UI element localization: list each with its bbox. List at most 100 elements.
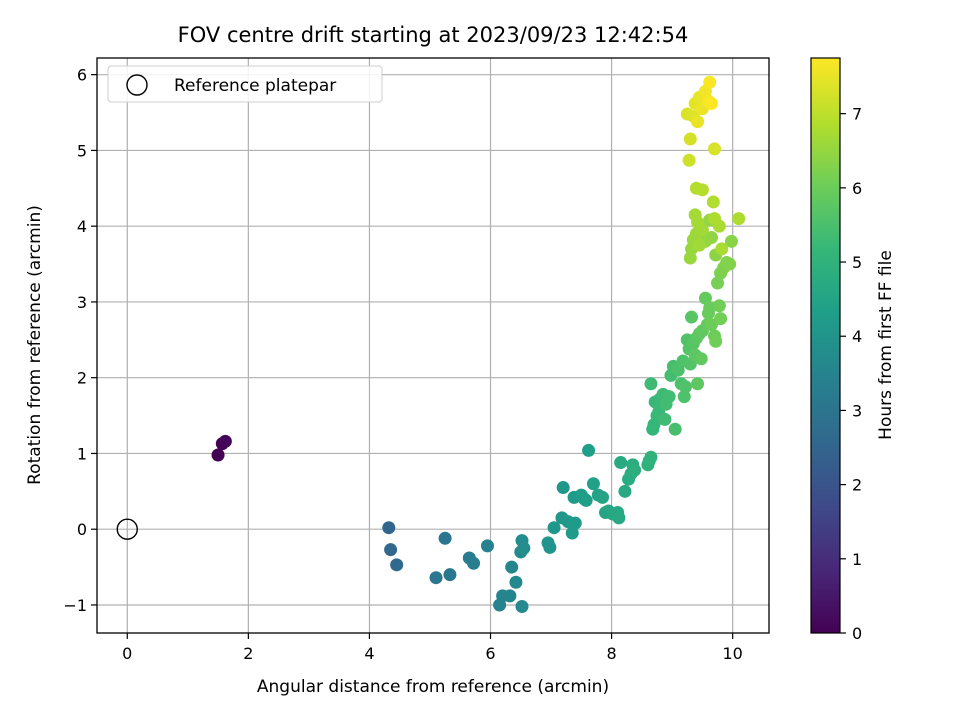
data-point: [596, 490, 610, 504]
data-point: [515, 599, 529, 613]
data-point: [698, 291, 712, 305]
data-point: [438, 531, 452, 545]
data-point: [712, 299, 726, 313]
y-tick-label: 1: [77, 444, 87, 463]
data-point: [429, 571, 443, 585]
data-point: [668, 422, 682, 436]
data-points: [211, 75, 746, 613]
data-point: [628, 463, 642, 477]
x-tick-label: 0: [122, 644, 132, 663]
y-tick-label: 5: [77, 141, 87, 160]
colorbar-tick-label: 7: [852, 105, 862, 124]
data-point: [568, 516, 582, 530]
x-tick-label: 2: [243, 644, 253, 663]
data-point: [691, 215, 705, 229]
data-point: [658, 412, 672, 426]
colorbar-tick-label: 2: [852, 476, 862, 495]
plot-frame: [96, 57, 770, 634]
y-tick-label: 0: [77, 520, 87, 539]
data-point: [723, 257, 737, 271]
colorbar-ticks: 0 1 2 3 4 5 6 7: [840, 105, 862, 643]
colorbar-tick-label: 0: [852, 624, 862, 643]
chart-title: FOV centre drift starting at 2023/09/23 …: [178, 23, 689, 47]
data-point: [443, 568, 457, 582]
data-point: [480, 539, 494, 553]
colorbar-frame: [810, 57, 841, 634]
data-point: [695, 183, 709, 197]
data-point: [505, 560, 519, 574]
data-point: [708, 142, 722, 156]
colorbar-gradient: [811, 58, 840, 633]
legend-marker-open-circle: [126, 74, 148, 96]
data-point: [685, 310, 699, 324]
data-point: [682, 153, 696, 167]
colorbar-tick-label: 6: [852, 179, 862, 198]
data-point: [467, 556, 481, 570]
colorbar-tick-label: 4: [852, 327, 862, 346]
x-tick-label: 6: [485, 644, 495, 663]
data-point: [692, 238, 706, 252]
data-point: [565, 526, 579, 540]
colorbar-label: Hours from first FF file: [876, 250, 896, 440]
colorbar: 0 1 2 3 4 5 6 7 Hours from first FF file: [810, 57, 896, 643]
data-point: [644, 450, 658, 464]
data-point: [579, 493, 593, 507]
data-point: [503, 589, 517, 603]
data-point: [683, 132, 697, 146]
data-point: [547, 521, 561, 535]
data-point: [678, 380, 692, 394]
data-point: [618, 484, 632, 498]
grid-lines: [97, 58, 769, 633]
data-point: [709, 334, 723, 348]
data-point: [691, 377, 705, 391]
legend-entry-reference-platepar: Reference platepar: [174, 76, 336, 96]
data-point: [614, 456, 628, 470]
y-tick-label: 4: [77, 217, 87, 236]
data-point: [694, 352, 708, 366]
data-point: [708, 212, 722, 226]
data-point: [612, 511, 626, 525]
data-point: [732, 212, 746, 226]
x-tick-label: 4: [364, 644, 374, 663]
data-point: [582, 443, 596, 457]
data-point: [556, 481, 570, 495]
data-point: [662, 390, 676, 404]
data-point: [677, 390, 691, 404]
x-tick-label: 10: [722, 644, 742, 663]
reference-point: [116, 518, 138, 540]
data-point: [644, 377, 658, 391]
y-axis-label: Rotation from reference (arcmin): [25, 205, 45, 485]
y-tick-label: 2: [77, 369, 87, 388]
data-point: [211, 448, 225, 462]
data-point: [586, 477, 600, 491]
data-point: [384, 543, 398, 557]
data-point: [703, 75, 717, 89]
data-point: [706, 195, 720, 209]
colorbar-tick-label: 5: [852, 253, 862, 272]
data-point: [711, 276, 725, 290]
data-point: [703, 301, 717, 315]
data-point: [509, 575, 523, 589]
x-axis-label: Angular distance from reference (arcmin): [257, 677, 609, 697]
data-point: [517, 541, 531, 555]
y-tick-label: 3: [77, 293, 87, 312]
legend-box: [107, 65, 383, 103]
x-axis-ticks: 0 2 4 6 8 10: [122, 633, 743, 663]
data-point: [724, 234, 738, 248]
colorbar-tick-label: 3: [852, 401, 862, 420]
legend: Reference platepar: [107, 65, 383, 103]
data-point: [715, 242, 729, 256]
data-point: [714, 312, 728, 326]
data-point: [382, 521, 396, 535]
data-point: [218, 434, 232, 448]
y-axis-ticks: −1 0 1 2 3 4 5 6: [63, 66, 97, 615]
colorbar-tick-label: 1: [852, 550, 862, 569]
y-tick-label: −1: [63, 596, 87, 615]
data-point: [691, 115, 705, 129]
data-point: [704, 96, 718, 110]
x-tick-label: 8: [607, 644, 617, 663]
reference-marker: [116, 518, 138, 540]
data-point: [390, 558, 404, 572]
y-tick-label: 6: [77, 66, 87, 85]
